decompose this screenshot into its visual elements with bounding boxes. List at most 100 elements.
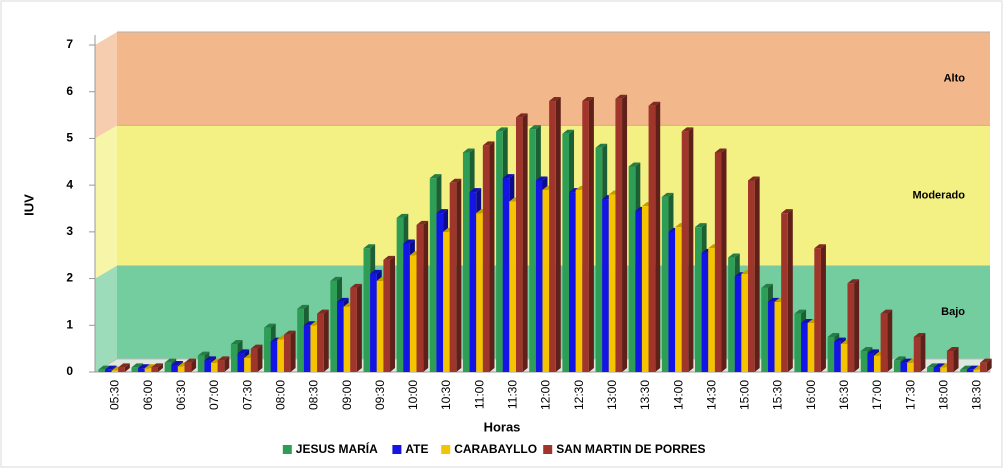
bar [873, 355, 881, 372]
bar [310, 325, 318, 372]
bar-top [197, 351, 210, 356]
bar [476, 213, 483, 372]
bar [900, 362, 908, 372]
x-tick-label: 11:30 [506, 380, 520, 409]
bar [330, 280, 337, 372]
bar-side [588, 97, 594, 373]
bar-top [151, 363, 163, 368]
bar-top [204, 356, 217, 361]
bar [927, 367, 934, 372]
bar-top [303, 321, 316, 326]
bar [608, 194, 616, 372]
bar [708, 248, 715, 372]
bar-side [721, 148, 727, 372]
bar [814, 248, 821, 372]
bar [615, 98, 623, 372]
bar-top [847, 279, 860, 284]
x-tick-label: 09:30 [373, 380, 387, 410]
bar [350, 287, 357, 372]
bar-top [350, 283, 362, 288]
x-axis-label: Horas [484, 419, 521, 434]
bar [204, 360, 212, 372]
bar [429, 178, 437, 372]
bar-top [336, 297, 349, 302]
bar-top [429, 174, 442, 179]
bar-top [436, 209, 449, 214]
x-tick-label: 15:30 [771, 380, 785, 410]
bar-top [728, 253, 740, 258]
band-side [95, 265, 117, 372]
bar-top [648, 101, 661, 106]
bar [694, 227, 702, 372]
bar-top [913, 332, 926, 337]
bar [396, 217, 404, 372]
bar [681, 131, 689, 372]
bar [151, 367, 158, 372]
bar-side [688, 127, 694, 373]
bar [416, 224, 424, 372]
bar-top [462, 148, 475, 153]
bar-top [496, 127, 508, 132]
legend-label: SAN MARTIN DE PORRES [556, 442, 705, 456]
bar-top [927, 363, 939, 368]
x-tick-label: 06:30 [174, 380, 188, 410]
x-tick-label: 11:00 [472, 380, 486, 409]
bar-top [144, 364, 157, 369]
bar [569, 192, 576, 372]
x-tick-label: 13:30 [638, 380, 652, 410]
bar-side [257, 344, 263, 372]
bar-top [396, 213, 409, 218]
bar [860, 350, 868, 372]
bar [343, 306, 351, 372]
bar-side [124, 363, 130, 372]
bar-side [323, 309, 329, 372]
bar [907, 362, 914, 372]
bar [383, 259, 391, 372]
bar [966, 369, 974, 372]
bar [661, 196, 669, 372]
bar [847, 283, 855, 372]
x-tick-label: 18:00 [936, 380, 950, 410]
bar [230, 343, 238, 372]
bar-side [854, 279, 860, 372]
legend-label: CARABAYLLO [454, 442, 537, 456]
x-tick-label: 13:00 [605, 380, 619, 410]
x-tick-label: 08:30 [307, 380, 321, 410]
bar [303, 325, 311, 372]
bar-top [814, 244, 826, 249]
bar [794, 313, 802, 372]
x-tick-label: 10:00 [406, 380, 420, 410]
x-tick-label: 05:30 [108, 380, 122, 410]
y-tick-label: 7 [66, 37, 73, 51]
bar-top [184, 358, 197, 363]
bar-top [801, 318, 813, 323]
x-tick-label: 12:30 [572, 380, 586, 410]
bar-top [104, 365, 117, 370]
bar [197, 355, 205, 372]
x-tick-label: 08:00 [273, 380, 287, 410]
x-tick-label: 15:00 [738, 380, 752, 410]
legend-swatch [282, 445, 292, 454]
bar-top [781, 209, 793, 214]
bar-top [283, 330, 296, 335]
legend-label: JESUS MARÍA [296, 441, 378, 456]
bar-top [363, 244, 376, 249]
bar [774, 301, 782, 372]
bar [714, 152, 722, 372]
bar [144, 368, 152, 372]
bar-side [555, 97, 561, 373]
y-tick-label: 5 [66, 131, 73, 145]
bar [980, 362, 987, 372]
bar-top [118, 363, 130, 368]
bar [138, 368, 145, 372]
bar [562, 133, 570, 372]
bar [741, 273, 749, 372]
bar [701, 252, 709, 372]
bar [98, 369, 105, 372]
bar-top [960, 365, 972, 370]
bar [376, 280, 384, 372]
bar-top [694, 223, 707, 228]
bar-top [449, 178, 462, 183]
bar [104, 369, 112, 372]
bar-top [131, 363, 144, 368]
